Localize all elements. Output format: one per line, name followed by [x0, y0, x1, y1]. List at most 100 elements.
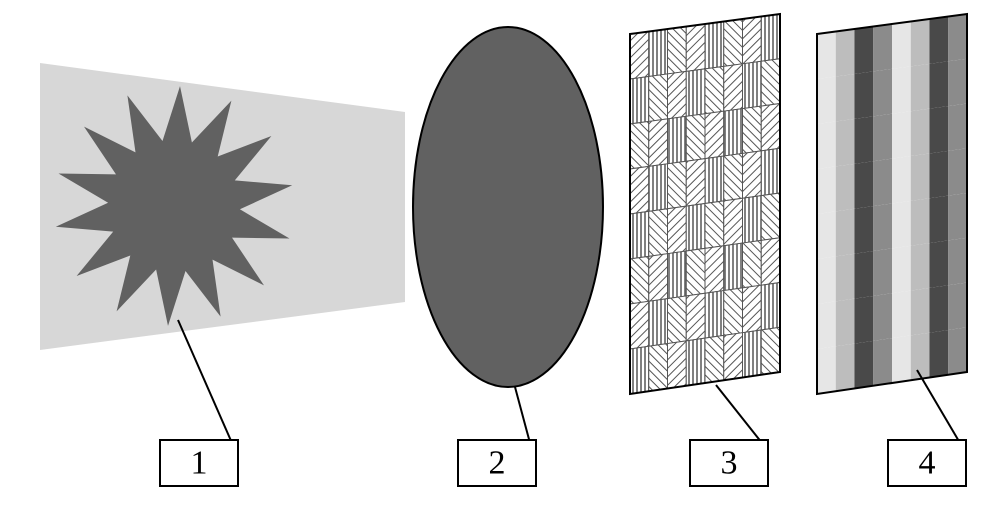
- grid4-cell: [948, 148, 967, 195]
- grid4-cell: [873, 204, 892, 252]
- grid3-cell: [761, 14, 780, 61]
- grid4-cell: [817, 166, 836, 214]
- grid3-cell: [630, 32, 649, 80]
- grid4-cell: [855, 296, 874, 344]
- grid3-cell: [705, 156, 724, 203]
- grid3-cell: [649, 209, 668, 257]
- grid4-cell: [855, 27, 874, 74]
- grid3-cell: [705, 111, 724, 158]
- grid3-cell: [705, 246, 724, 294]
- grid3-cell: [630, 166, 649, 214]
- grid3-cell: [668, 116, 687, 164]
- grid4-cell: [930, 106, 949, 153]
- grid4-cell: [817, 346, 836, 394]
- grid3-cell: [686, 204, 705, 252]
- grid4-cell: [836, 299, 855, 347]
- grid4-cell: [911, 19, 930, 66]
- grid3-cell: [686, 114, 705, 161]
- lens-ellipse: [413, 27, 603, 387]
- grid4-cell: [836, 344, 855, 392]
- grid3-cell: [668, 161, 687, 209]
- grid4-cell: [892, 201, 911, 249]
- grid4-cell: [892, 111, 911, 158]
- grid3-cell: [743, 151, 762, 198]
- grid3-cell: [724, 64, 743, 111]
- grid4-cell: [873, 338, 892, 386]
- grid3-cell: [686, 293, 705, 341]
- grid4-cell: [855, 206, 874, 254]
- grid3-cell: [743, 61, 762, 108]
- grid4-cell: [911, 64, 930, 111]
- grid3-cell: [705, 66, 724, 113]
- label-text-2: 2: [489, 445, 506, 482]
- grid3-cell: [668, 71, 687, 118]
- grid3-cell: [686, 338, 705, 386]
- grid4-cell: [836, 164, 855, 212]
- grid3-cell: [705, 335, 724, 383]
- grid4-cell: [855, 116, 874, 164]
- grid3-cell: [724, 243, 743, 291]
- grid4-cell: [817, 32, 836, 80]
- grid4-cell: [930, 285, 949, 333]
- grid4-cell: [873, 114, 892, 161]
- grid4-cell: [892, 246, 911, 294]
- grid4-cell: [892, 22, 911, 69]
- diagram-canvas: 1234: [0, 0, 1000, 511]
- grid3-cell: [761, 104, 780, 151]
- grid4-cell: [873, 159, 892, 207]
- grid4-cell: [948, 14, 967, 61]
- grid3-cell: [649, 344, 668, 392]
- leader-line-3: [716, 385, 762, 443]
- grid3-cell: [724, 153, 743, 200]
- grid4-cell: [892, 66, 911, 113]
- label-text-3: 3: [721, 445, 738, 482]
- grid3-cell: [743, 330, 762, 378]
- grid3-cell: [724, 333, 743, 381]
- label-text-4: 4: [919, 445, 936, 482]
- grid4-cell: [930, 330, 949, 378]
- grid3-cell: [668, 341, 687, 389]
- grid4-cell: [911, 243, 930, 291]
- grid3-cell: [668, 27, 687, 74]
- grid3-cell: [649, 29, 668, 76]
- grid4-cell: [948, 238, 967, 285]
- grid4-cell: [836, 254, 855, 302]
- grid3-cell: [686, 24, 705, 71]
- grid4-cell: [911, 288, 930, 336]
- grid3-cell: [668, 206, 687, 254]
- grid4-cell: [948, 104, 967, 151]
- grid3-cell: [649, 119, 668, 167]
- leader-line-4: [917, 370, 960, 443]
- grid3-cell: [630, 256, 649, 304]
- grid4-cell: [855, 251, 874, 299]
- grid4-cell: [930, 196, 949, 243]
- grid4-cell: [892, 291, 911, 339]
- grid4-cell: [817, 256, 836, 304]
- grid3-cell: [705, 22, 724, 69]
- grid4-cell: [911, 198, 930, 245]
- grid3-cell: [761, 283, 780, 330]
- grid3-cell: [743, 106, 762, 153]
- grid4-cell: [836, 74, 855, 122]
- grid4-cell: [948, 283, 967, 330]
- grid3-cell: [668, 251, 687, 299]
- grid4-cell: [930, 240, 949, 287]
- grid4-cell: [873, 24, 892, 71]
- grid3-cell: [630, 346, 649, 394]
- grid3-cell: [649, 254, 668, 302]
- detector-grid: [817, 14, 967, 394]
- grid4-cell: [817, 301, 836, 349]
- grid4-cell: [948, 327, 967, 375]
- grid3-cell: [724, 109, 743, 156]
- grid4-cell: [836, 29, 855, 76]
- grid4-cell: [948, 59, 967, 106]
- grid4-cell: [817, 76, 836, 124]
- grid4-cell: [873, 69, 892, 116]
- grid3-cell: [668, 296, 687, 344]
- polarizer-grid: [630, 14, 780, 394]
- grid3-cell: [724, 198, 743, 245]
- grid3-cell: [686, 159, 705, 207]
- grid4-cell: [855, 341, 874, 389]
- leader-line-1: [178, 320, 232, 443]
- leader-line-2: [515, 387, 530, 443]
